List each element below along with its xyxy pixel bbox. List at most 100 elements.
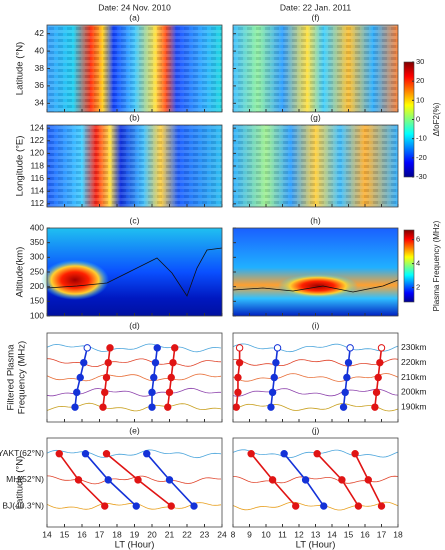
x-tick-label: 14 [42, 529, 52, 539]
track-point [343, 373, 351, 382]
y-tick-label: 118 [30, 160, 44, 170]
colorbar-tick-label: 0 [416, 114, 420, 123]
x-tick-label: 17 [95, 529, 105, 539]
track-point [143, 450, 151, 458]
y-tick-label: 120 [30, 148, 44, 158]
panel-frame [232, 227, 399, 317]
track-point [364, 476, 372, 484]
colorbar-tick-label: -10 [416, 134, 427, 143]
track-point [235, 344, 244, 352]
track-point [280, 450, 288, 458]
colorbar-tick-label: 20 [416, 76, 424, 85]
colorbar-tick-label: 4 [416, 259, 420, 268]
y-tick-label: 42 [35, 28, 45, 38]
panel-frame [46, 332, 223, 423]
track-point [165, 388, 174, 397]
panel-label: (b) [129, 112, 140, 122]
track-point [167, 373, 175, 382]
y-tick-label: 40 [35, 45, 45, 55]
panel-frame [46, 227, 223, 317]
column-title: Date: 22 Jan. 2011 [280, 2, 351, 12]
x-axis-label: LT (Hour) [296, 540, 336, 550]
track-point [148, 403, 156, 411]
level-curve [46, 449, 222, 459]
panel-label: (d) [129, 320, 140, 330]
track-point [234, 373, 242, 382]
track-point [151, 358, 160, 367]
track-point [102, 373, 111, 382]
y-tick-label: 116 [30, 173, 44, 183]
track-point [167, 502, 175, 510]
level-curve [232, 403, 399, 412]
level-curve [232, 388, 399, 397]
track-point [267, 403, 275, 411]
x-tick-label: 8 [231, 529, 236, 539]
y-tick-label: 36 [35, 80, 45, 90]
track-point [104, 476, 112, 484]
x-tick-label: 18 [112, 529, 122, 539]
track-point [301, 476, 310, 484]
x-tick-label: 15 [344, 529, 354, 539]
panel-frame [46, 124, 223, 208]
y-axis-label: Longitude (°E) [15, 136, 26, 197]
y-tick-label: 400 [30, 222, 44, 232]
track-point [81, 450, 90, 458]
track-point [273, 344, 282, 352]
y-axis-label: Latitude (°N) [15, 42, 26, 95]
track-point [106, 344, 114, 352]
colorbar-tick-label: 6 [416, 235, 420, 244]
x-axis-label: LT (Hour) [115, 540, 155, 550]
track-point [102, 450, 111, 458]
colorbar-label: ΔfoF2(%) [432, 102, 441, 136]
track-point [339, 403, 348, 411]
track-point [344, 358, 353, 367]
x-tick-label: 21 [165, 529, 175, 539]
x-tick-label: 10 [261, 529, 271, 539]
level-curve [46, 358, 222, 368]
track-point [101, 502, 109, 510]
track-point [270, 373, 278, 382]
level-curve [46, 373, 222, 382]
track-point [313, 450, 321, 458]
panel-frame [232, 437, 399, 528]
track-point [150, 373, 158, 382]
colorbar-tick-label: 2 [416, 283, 420, 292]
y-tick-label: 38 [35, 63, 45, 73]
colorbar-label: Plasma Frequency (MHz) [432, 220, 441, 311]
level-label: 210km [401, 372, 427, 382]
panel-label: (e) [129, 425, 140, 435]
track-point [134, 476, 142, 484]
colorbar-tick-label: -20 [416, 153, 427, 162]
x-tick-label: 20 [147, 529, 157, 539]
y-axis-label: Frequency (MHz) [17, 341, 28, 414]
track-point [171, 344, 179, 352]
track-point [377, 344, 386, 352]
track-point [165, 476, 174, 484]
y-tick-label: 200 [30, 281, 44, 291]
y-tick-label: 300 [30, 252, 44, 262]
colorbar-tick-label: -30 [416, 172, 427, 181]
track-point [268, 388, 277, 397]
x-tick-label: 24 [217, 529, 227, 539]
level-label: 220km [401, 357, 427, 367]
colorbar-tick-label: 30 [416, 57, 424, 66]
y-tick-label: 34 [35, 98, 45, 108]
track-point [169, 358, 177, 367]
level-curve [233, 475, 399, 484]
panel-label: (i) [312, 320, 320, 330]
level-label: MH(52°N) [6, 474, 44, 484]
track-point [74, 476, 83, 484]
track-point [190, 502, 198, 510]
y-tick-label: 112 [30, 198, 44, 208]
y-tick-label: 114 [30, 185, 44, 195]
x-tick-label: 11 [278, 529, 287, 539]
y-tick-label: 250 [30, 266, 44, 276]
level-curve [232, 343, 399, 353]
track-point [376, 358, 384, 367]
panel-label: (h) [310, 215, 321, 225]
x-tick-label: 16 [360, 529, 370, 539]
track-point [104, 358, 112, 367]
track-point [153, 344, 161, 352]
level-curve [46, 343, 222, 353]
x-tick-label: 14 [327, 529, 337, 539]
